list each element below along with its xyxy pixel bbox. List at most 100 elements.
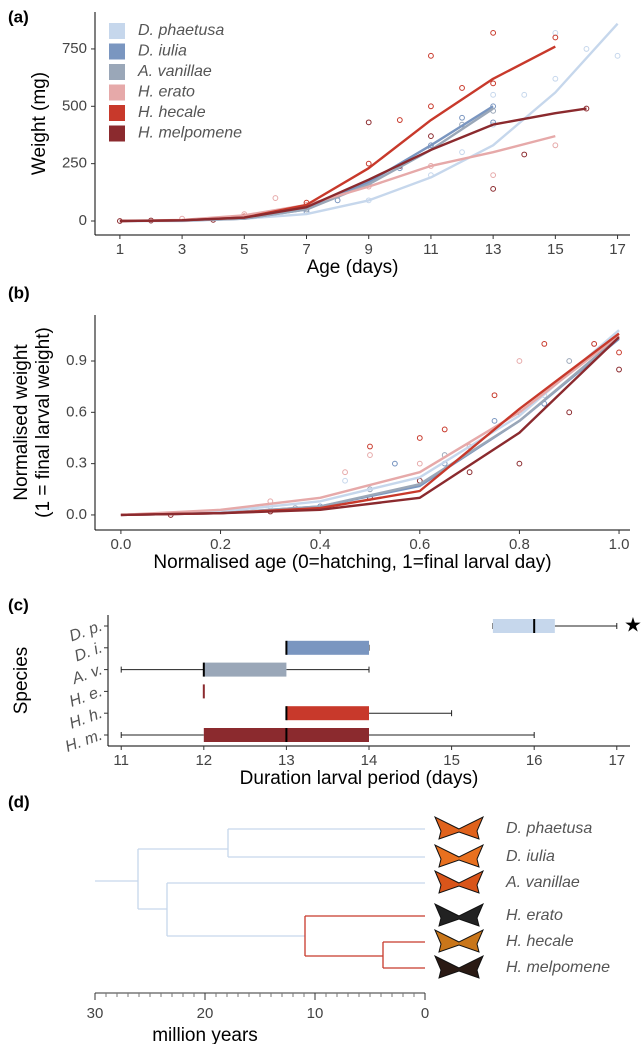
tip-label: A. vanillae xyxy=(505,874,580,891)
data-point xyxy=(459,114,465,121)
x-tick-label: 0.8 xyxy=(509,536,530,553)
wing xyxy=(434,928,484,953)
data-point xyxy=(396,117,403,123)
legend-swatch xyxy=(109,84,125,101)
data-point xyxy=(516,460,523,467)
legend-label: H. melpomene xyxy=(138,125,242,142)
legend-swatch xyxy=(109,64,125,80)
fit-curve xyxy=(120,332,620,517)
data-point xyxy=(428,133,434,140)
data-point xyxy=(566,358,573,364)
tip-label: D. phaetusa xyxy=(506,820,592,837)
x-tick-label: 30 xyxy=(87,1005,104,1022)
wing xyxy=(434,954,484,979)
panel-label: (a) xyxy=(8,7,29,26)
fit-curve xyxy=(120,329,620,517)
data-point xyxy=(428,103,434,110)
data-point xyxy=(552,34,559,41)
legend-swatch xyxy=(109,43,125,60)
y-axis-label: Species xyxy=(11,647,32,715)
data-point xyxy=(272,195,279,201)
category-label: H. m. xyxy=(63,727,105,756)
tip-label: H. melpomene xyxy=(506,959,610,976)
tip-label: H. erato xyxy=(506,907,563,924)
x-tick-label: 14 xyxy=(361,752,378,769)
x-tick-label: 0.6 xyxy=(409,536,430,553)
data-point xyxy=(416,460,423,467)
x-tick-label: 0.0 xyxy=(110,536,131,553)
x-tick-label: 11 xyxy=(423,241,439,258)
legend-label: D. phaetusa xyxy=(138,22,224,39)
data-point xyxy=(365,119,372,126)
tip-label: H. hecale xyxy=(506,933,574,950)
y-tick-label: 0.3 xyxy=(66,455,87,472)
branch xyxy=(304,915,425,969)
data-point xyxy=(541,341,548,347)
data-point xyxy=(591,341,598,347)
butterfly xyxy=(434,843,484,868)
fit-curve xyxy=(120,334,620,517)
butterfly xyxy=(434,869,484,894)
tip-label: D. iulia xyxy=(506,848,555,865)
x-tick-label: 20 xyxy=(197,1005,214,1022)
wing xyxy=(434,902,484,927)
x-tick-label: 13 xyxy=(278,752,295,769)
data-point xyxy=(491,417,498,424)
box xyxy=(492,619,555,633)
legend-label: H. erato xyxy=(138,84,195,101)
data-point xyxy=(367,443,373,450)
y-tick-label: 0.0 xyxy=(66,506,87,523)
data-point xyxy=(566,409,573,416)
data-point xyxy=(428,52,434,59)
data-point xyxy=(491,392,498,399)
y-tick-label: 0.9 xyxy=(66,352,87,369)
data-point xyxy=(367,452,373,458)
data-point xyxy=(521,91,528,98)
data-point xyxy=(342,469,348,476)
butterfly xyxy=(434,815,484,840)
data-point xyxy=(365,160,372,167)
butterfly xyxy=(434,954,484,979)
data-point xyxy=(342,477,348,484)
data-point xyxy=(516,358,523,364)
fit-curve xyxy=(119,107,587,223)
x-axis-label: Normalised age (0=hatching, 1=final larv… xyxy=(153,552,551,573)
fit-curve xyxy=(120,336,620,517)
butterfly xyxy=(434,902,484,927)
y-tick-label: 0 xyxy=(79,212,87,229)
wing xyxy=(434,843,484,868)
x-tick-label: 1 xyxy=(116,241,124,258)
x-tick-label: 0 xyxy=(421,1005,429,1022)
legend-label: D. iulia xyxy=(138,43,187,60)
x-tick-label: 16 xyxy=(526,752,543,769)
data-point xyxy=(466,469,473,476)
x-tick-label: 17 xyxy=(609,241,626,258)
y-tick-label: 750 xyxy=(62,40,87,57)
data-point xyxy=(552,75,559,82)
x-tick-label: 7 xyxy=(302,241,310,258)
y-tick-label: 500 xyxy=(62,97,87,114)
phylogeny xyxy=(95,828,425,969)
panel-label: (b) xyxy=(8,283,30,302)
branch xyxy=(95,828,425,937)
x-axis-label: million years xyxy=(152,1025,258,1044)
x-tick-label: 9 xyxy=(365,241,373,258)
x-tick-label: 0.2 xyxy=(210,536,231,553)
category-label: A. v. xyxy=(69,661,105,688)
x-axis-label: Duration larval period (days) xyxy=(240,768,479,789)
data-point xyxy=(616,366,622,373)
x-tick-label: 13 xyxy=(485,241,502,258)
x-tick-label: 12 xyxy=(195,752,212,769)
legend-swatch xyxy=(109,125,125,142)
data-point xyxy=(459,85,465,91)
wing xyxy=(434,869,484,894)
data-point xyxy=(459,149,465,156)
legend-label: A. vanillae xyxy=(137,63,212,80)
panel-label: (d) xyxy=(8,792,30,811)
box xyxy=(286,706,369,721)
y-axis-label: (1 = final larval weight) xyxy=(33,327,54,518)
data-point xyxy=(391,460,398,467)
butterfly xyxy=(434,928,484,953)
